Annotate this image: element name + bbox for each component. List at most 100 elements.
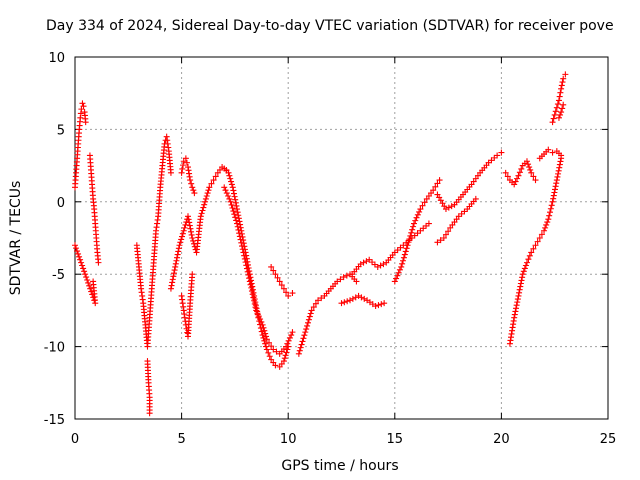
- data-point: [173, 257, 180, 264]
- data-point: [230, 190, 237, 197]
- data-point: [430, 187, 437, 194]
- data-point: [551, 189, 558, 196]
- data-point: [381, 300, 388, 307]
- data-point: [407, 232, 414, 239]
- data-point: [442, 206, 449, 213]
- data-point: [523, 259, 530, 266]
- data-point: [79, 100, 86, 107]
- data-point: [541, 227, 548, 234]
- data-point: [184, 213, 191, 220]
- data-point: [306, 313, 313, 320]
- data-point: [172, 263, 179, 270]
- data-point: [263, 333, 270, 340]
- data-point: [243, 262, 250, 269]
- data-point: [234, 220, 241, 227]
- data-point: [340, 274, 347, 281]
- data-point: [374, 263, 381, 270]
- data-point: [436, 177, 443, 184]
- data-point: [236, 233, 243, 240]
- grid: [75, 57, 608, 419]
- data-point: [406, 236, 413, 243]
- data-point: [175, 248, 182, 255]
- data-point: [532, 177, 539, 184]
- data-point: [530, 245, 537, 252]
- y-axis-label: SDTVAR / TECUs: [8, 181, 24, 296]
- data-point: [201, 201, 208, 208]
- data-point: [307, 310, 314, 317]
- data-point: [355, 292, 362, 299]
- data-point: [170, 273, 177, 280]
- data-point: [180, 227, 187, 234]
- data-point: [530, 173, 537, 180]
- data-point: [547, 205, 554, 212]
- data-point: [378, 301, 385, 308]
- data-point: [414, 211, 421, 218]
- data-point: [262, 330, 269, 337]
- data-point: [442, 231, 449, 238]
- data-point: [244, 268, 251, 275]
- data-point: [73, 245, 80, 252]
- data-point: [270, 346, 277, 353]
- data-point: [222, 187, 229, 194]
- data-point: [380, 261, 387, 268]
- data-point: [263, 346, 270, 353]
- data-point: [206, 184, 213, 191]
- data-point: [514, 299, 521, 306]
- data-point: [553, 180, 560, 187]
- data-point: [280, 285, 287, 292]
- data-point: [352, 294, 359, 301]
- data-point: [228, 178, 235, 185]
- data-point: [72, 242, 78, 249]
- data-point: [391, 278, 398, 285]
- data-point: [555, 170, 562, 177]
- data-point: [251, 300, 258, 307]
- data-point: [357, 261, 364, 268]
- data-markers: [72, 71, 569, 417]
- data-point: [522, 262, 529, 269]
- data-point: [289, 329, 296, 336]
- data-point: [550, 195, 557, 202]
- data-point: [338, 300, 345, 307]
- data-point: [410, 220, 417, 227]
- data-point: [263, 343, 270, 350]
- data-point: [282, 352, 289, 359]
- data-point: [400, 257, 407, 264]
- data-point: [79, 262, 86, 269]
- data-point: [223, 190, 230, 197]
- data-point: [199, 207, 206, 214]
- data-point: [425, 220, 432, 227]
- data-point: [516, 286, 523, 293]
- data-point: [526, 252, 533, 259]
- data-point: [554, 173, 561, 180]
- data-point: [409, 226, 416, 233]
- data-point: [437, 237, 444, 244]
- data-point: [280, 358, 287, 365]
- data-point: [270, 267, 277, 274]
- data-point: [494, 152, 501, 159]
- data-point: [557, 158, 564, 165]
- data-point: [299, 338, 306, 345]
- data-point: [226, 195, 233, 202]
- data-point: [86, 282, 93, 289]
- data-point: [551, 111, 558, 118]
- data-point: [511, 181, 518, 188]
- data-point: [511, 314, 518, 321]
- data-point: [227, 175, 234, 182]
- data-point: [178, 169, 185, 176]
- data-point: [189, 184, 196, 191]
- x-tick-label: 20: [493, 432, 510, 447]
- x-tick-label: 5: [177, 432, 185, 447]
- data-point: [515, 292, 522, 299]
- data-point: [181, 224, 188, 231]
- data-point: [75, 250, 82, 257]
- data-point: [556, 164, 563, 171]
- data-point: [221, 184, 228, 191]
- data-point: [361, 295, 368, 302]
- y-tick-label: 0: [57, 196, 65, 211]
- data-point: [519, 271, 526, 278]
- data-point: [225, 193, 232, 200]
- data-point: [552, 183, 559, 190]
- data-point: [146, 410, 153, 417]
- data-point: [315, 297, 322, 304]
- data-point: [334, 278, 341, 285]
